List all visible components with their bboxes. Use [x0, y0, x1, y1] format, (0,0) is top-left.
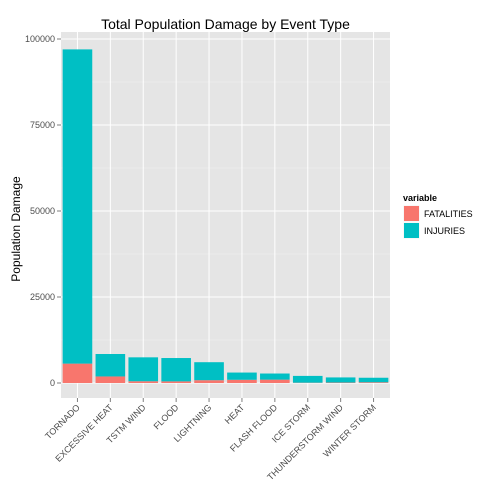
plot-panel	[61, 32, 390, 398]
x-tick-label: EXCESSIVE HEAT	[53, 402, 115, 464]
bar-injuries-heat	[227, 372, 257, 380]
y-tick-label: 75000	[30, 120, 55, 130]
bar-injuries-thunderstorm-wind	[325, 377, 356, 383]
bar-fatalities-winter-storm	[358, 382, 389, 383]
bar-fatalities-lightning	[194, 380, 224, 383]
bar-fatalities-excessive-heat	[95, 376, 126, 383]
chart-title: Total Population Damage by Event Type	[101, 16, 350, 32]
bar-injuries-ice-storm	[292, 375, 323, 383]
y-tick-label: 50000	[30, 206, 55, 216]
bar-fatalities-tornado	[62, 363, 93, 383]
legend-label-injuries: INJURIES	[424, 226, 465, 236]
y-axis: 0 25000 50000 75000 100000	[25, 34, 61, 388]
bar-injuries-flash-flood	[260, 373, 290, 380]
bar-fatalities-heat	[227, 379, 257, 383]
y-tick-label: 25000	[30, 292, 55, 302]
x-tick-label: HEAT	[223, 402, 247, 426]
bar-injuries-tornado	[62, 49, 93, 364]
legend-label-fatalities: FATALITIES	[424, 209, 473, 219]
legend: variable FATALITIES INJURIES	[402, 193, 473, 240]
x-tick-label: FLOOD	[152, 402, 181, 431]
y-tick-label: 100000	[25, 34, 55, 44]
y-axis-title: Population Damage	[9, 176, 23, 282]
bar-injuries-lightning	[194, 362, 224, 381]
bar-fatalities-flash-flood	[260, 379, 290, 383]
bar-fatalities-tstm-wind	[128, 381, 159, 383]
legend-title: variable	[403, 193, 437, 203]
bar-injuries-excessive-heat	[95, 354, 126, 377]
bar-injuries-winter-storm	[358, 377, 389, 383]
bars	[62, 49, 389, 383]
legend-swatch-injuries	[404, 223, 419, 238]
legend-swatch-fatalities	[404, 206, 419, 221]
y-tick-label: 0	[50, 378, 55, 388]
bar-injuries-flood	[161, 358, 191, 382]
bar-injuries-tstm-wind	[128, 357, 159, 382]
bar-fatalities-flood	[161, 381, 191, 383]
